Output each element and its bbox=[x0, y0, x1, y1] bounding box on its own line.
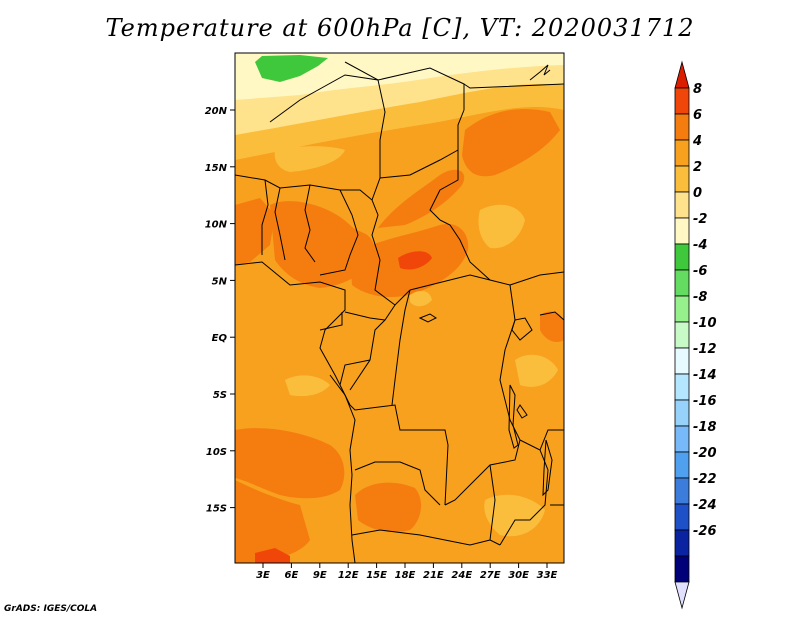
colorbar-swatch bbox=[674, 243, 690, 271]
colorbar-top-arrow bbox=[674, 60, 690, 89]
colorbar-label: -24 bbox=[693, 498, 717, 513]
colorbar: 8 6 4 2 0 -2 -4 -6 -8 -10 -12 -14 -16 -18 -20 -22 -24 -26 bbox=[674, 60, 717, 610]
lat-tick-label: 5N bbox=[212, 276, 228, 287]
colorbar-label: 6 bbox=[693, 108, 702, 123]
lat-tick-label: 10N bbox=[205, 220, 228, 231]
colorbar-label: -20 bbox=[693, 446, 717, 461]
colorbar-swatch bbox=[674, 529, 690, 557]
lon-tick-label: 21E bbox=[423, 570, 444, 581]
colorbar-label: 0 bbox=[693, 186, 702, 201]
colorbar-swatch bbox=[674, 555, 690, 583]
colorbar-label: -2 bbox=[693, 212, 707, 227]
lat-tick-label: 10S bbox=[206, 447, 227, 458]
colorbar-swatch bbox=[674, 399, 690, 427]
lon-tick-label: 9E bbox=[313, 570, 327, 581]
colorbar-label: -12 bbox=[693, 342, 717, 357]
colorbar-swatch bbox=[674, 347, 690, 375]
colorbar-swatch bbox=[674, 269, 690, 297]
lon-tick-label: 18E bbox=[395, 570, 416, 581]
map-frame bbox=[234, 52, 565, 564]
colorbar-label: -22 bbox=[693, 472, 717, 487]
colorbar-swatch bbox=[674, 425, 690, 453]
colorbar-label: 4 bbox=[692, 134, 702, 149]
lat-tick-label: 5S bbox=[213, 390, 227, 401]
colorbar-label: -26 bbox=[693, 524, 717, 539]
lon-tick-label: 30E bbox=[508, 570, 529, 581]
lon-tick-label: 12E bbox=[338, 570, 359, 581]
map-title: Temperature at 600hPa [C], VT: 202003171… bbox=[105, 14, 695, 42]
lon-tick-label: 15E bbox=[366, 570, 387, 581]
temperature-field bbox=[235, 53, 564, 563]
colorbar-swatch bbox=[674, 191, 690, 219]
lon-tick-label: 24E bbox=[451, 570, 472, 581]
colorbar-swatch bbox=[674, 139, 690, 167]
lon-tick-label: 3E bbox=[256, 570, 270, 581]
grads-credit: GrADS: IGES/COLA bbox=[4, 604, 98, 614]
colorbar-label: -8 bbox=[693, 290, 707, 305]
colorbar-swatch bbox=[674, 295, 690, 323]
colorbar-swatch bbox=[674, 477, 690, 505]
colorbar-label: 2 bbox=[693, 160, 702, 175]
lat-tick-label: 20N bbox=[205, 106, 228, 117]
colorbar-swatch bbox=[674, 113, 690, 141]
colorbar-swatch bbox=[674, 321, 690, 349]
colorbar-label: 8 bbox=[693, 82, 702, 97]
colorbar-swatch bbox=[674, 217, 690, 245]
lon-tick-label: 33E bbox=[537, 570, 558, 581]
lon-tick-label: 27E bbox=[480, 570, 501, 581]
colorbar-label: -4 bbox=[693, 238, 707, 253]
colorbar-swatch bbox=[674, 165, 690, 193]
colorbar-swatch bbox=[674, 503, 690, 531]
colorbar-swatch bbox=[674, 373, 690, 401]
latitude-axis: 20N 15N 10N 5N EQ 5S 10S 15S bbox=[205, 106, 235, 515]
colorbar-label: -18 bbox=[693, 420, 717, 435]
lon-tick-label: 6E bbox=[285, 570, 299, 581]
colorbar-swatch bbox=[674, 87, 690, 115]
colorbar-label: -16 bbox=[693, 394, 717, 409]
colorbar-label: -6 bbox=[693, 264, 707, 279]
colorbar-label: -10 bbox=[693, 316, 717, 331]
colorbar-swatch bbox=[674, 451, 690, 479]
longitude-axis: 3E 6E 9E 12E 15E 18E 21E 24E 27E 30E 33E bbox=[256, 563, 558, 581]
lat-tick-label: 15N bbox=[205, 163, 228, 174]
colorbar-bottom-arrow bbox=[674, 581, 690, 610]
country-borders bbox=[235, 61, 564, 563]
colorbar-label: -14 bbox=[693, 368, 717, 383]
lat-tick-label: 15S bbox=[206, 504, 227, 515]
lat-tick-label: EQ bbox=[212, 333, 228, 344]
